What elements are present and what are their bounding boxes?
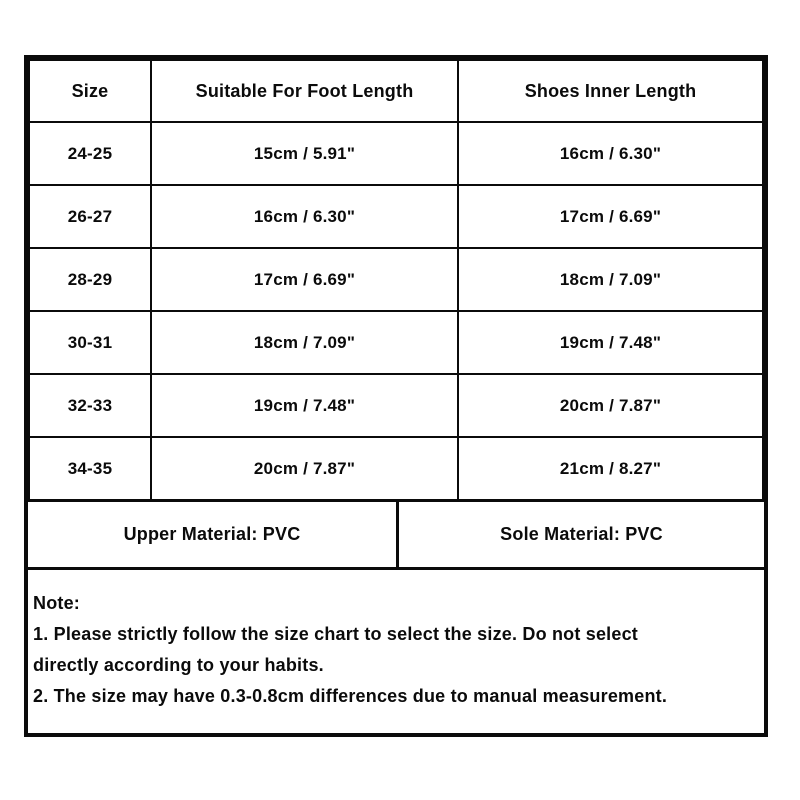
foot-length-cell: 17cm / 6.69" [150,247,459,312]
size-cell: 32-33 [28,373,152,438]
foot-length-cell: 18cm / 7.09" [150,310,459,375]
table-row: 32-33 19cm / 7.48" 20cm / 7.87" [28,373,764,438]
foot-length-cell: 16cm / 6.30" [150,184,459,249]
note-line: 2. The size may have 0.3-0.8cm differenc… [33,686,668,706]
foot-length-cell: 19cm / 7.48" [150,373,459,438]
table-row: 30-31 18cm / 7.09" 19cm / 7.48" [28,310,764,375]
header-row: Size Suitable For Foot Length Shoes Inne… [28,59,764,123]
inner-length-cell: 16cm / 6.30" [457,121,764,186]
note-box: Note: 1. Please strictly follow the size… [28,567,764,733]
table-row: 26-27 16cm / 6.30" 17cm / 6.69" [28,184,764,249]
size-cell: 26-27 [28,184,152,249]
upper-material-cell: Upper Material: PVC [123,524,301,544]
size-cell: 24-25 [28,121,152,186]
table-row: 28-29 17cm / 6.69" 18cm / 7.09" [28,247,764,312]
inner-length-cell: 20cm / 7.87" [457,373,764,438]
note-line: 1. Please strictly follow the size chart… [33,624,638,644]
col-header-inner-length: Shoes Inner Length [457,59,764,123]
material-row: Upper Material: PVC Sole Material: PVC [28,501,764,567]
table-row: 24-25 15cm / 5.91" 16cm / 6.30" [28,121,764,186]
table-row: 34-35 20cm / 7.87" 21cm / 8.27" [28,436,764,501]
inner-length-cell: 17cm / 6.69" [457,184,764,249]
note-title: Note: [33,593,80,613]
size-chart-sheet: Size Suitable For Foot Length Shoes Inne… [24,55,768,737]
inner-length-cell: 21cm / 8.27" [457,436,764,501]
sole-material-cell: Sole Material: PVC [396,502,764,567]
size-cell: 28-29 [28,247,152,312]
inner-length-cell: 19cm / 7.48" [457,310,764,375]
note-line: directly according to your habits. [33,655,324,675]
foot-length-cell: 20cm / 7.87" [150,436,459,501]
size-cell: 34-35 [28,436,152,501]
size-chart-table: Size Suitable For Foot Length Shoes Inne… [28,59,764,501]
size-cell: 30-31 [28,310,152,375]
col-header-foot-length: Suitable For Foot Length [150,59,459,123]
inner-length-cell: 18cm / 7.09" [457,247,764,312]
foot-length-cell: 15cm / 5.91" [150,121,459,186]
col-header-size: Size [28,59,152,123]
